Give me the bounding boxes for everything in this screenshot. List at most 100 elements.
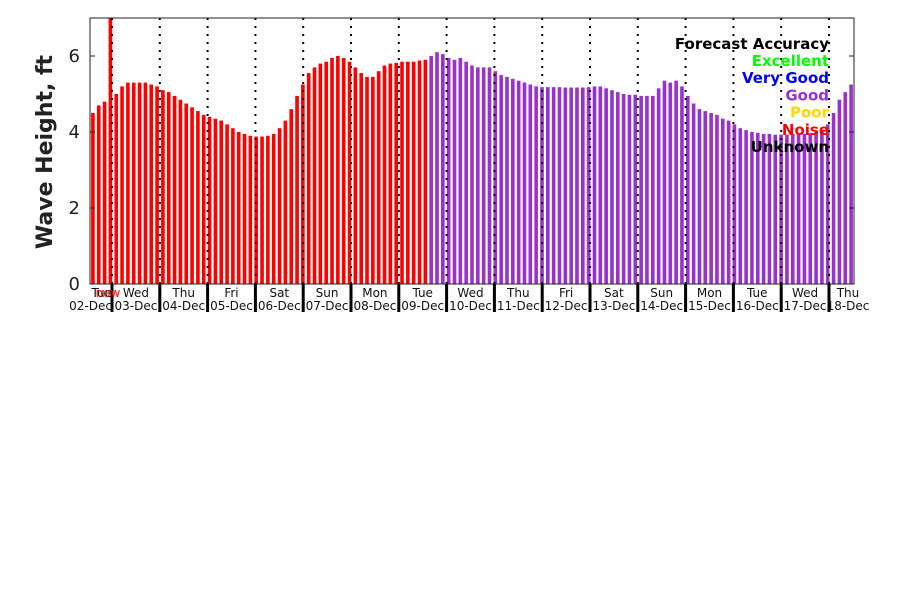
wave-bar — [802, 133, 807, 284]
wave-bar — [592, 86, 597, 285]
wave-bar — [697, 109, 702, 284]
wave-bar — [744, 130, 748, 284]
wave-bar — [301, 84, 305, 284]
wave-bar — [260, 136, 264, 284]
wave-bar — [761, 133, 766, 284]
wave-bar — [225, 124, 229, 285]
legend-title: Forecast Accuracy — [675, 35, 829, 53]
wave-bar — [312, 67, 317, 285]
wave-bar — [324, 61, 329, 285]
wave-bar — [662, 80, 667, 284]
wave-bar — [423, 59, 428, 284]
wave-bar — [155, 86, 159, 285]
x-date-label: 02-Dec — [69, 299, 112, 313]
wave-bar — [318, 63, 323, 284]
wave-bar — [621, 94, 626, 284]
wave-bar — [435, 52, 439, 285]
wave-bar — [143, 82, 148, 284]
wave-bar — [131, 82, 136, 284]
y-axis: 0 2 4 6 — [69, 46, 854, 295]
x-date-label: 18-Dec — [827, 299, 870, 313]
wave-bar — [615, 92, 620, 284]
wave-bar — [831, 113, 836, 284]
wave-bar — [773, 134, 778, 284]
wave-bar — [102, 101, 107, 284]
wave-bar — [645, 95, 649, 285]
x-date-label: 12-Dec — [545, 299, 588, 313]
wave-bar — [452, 59, 457, 284]
x-day-label: Fri — [224, 286, 238, 300]
wave-bar — [347, 61, 352, 285]
y-tick-label: 0 — [69, 274, 80, 295]
wave-bar — [236, 132, 241, 284]
wave-bar — [814, 132, 818, 284]
wave-bar — [336, 56, 340, 284]
wave-bar — [703, 111, 708, 284]
wave-bar — [656, 88, 661, 284]
wave-bar — [161, 90, 165, 284]
x-date-label: 13-Dec — [592, 299, 635, 313]
wave-bar — [306, 73, 311, 284]
wave-bar — [522, 82, 527, 284]
wave-bar — [796, 133, 801, 284]
legend-entry: Excellent — [752, 52, 829, 70]
x-date-label: 04-Dec — [162, 299, 205, 313]
wave-bar — [499, 75, 503, 284]
wave-bar — [207, 116, 212, 284]
wave-bar — [277, 128, 282, 284]
wave-bar — [353, 67, 358, 285]
wave-bar — [668, 82, 673, 284]
bars-group — [91, 18, 853, 285]
wave-bar — [551, 87, 556, 284]
legend-entry: Very Good — [742, 69, 829, 87]
wave-bar — [820, 130, 824, 284]
x-date-label: 17-Dec — [784, 299, 827, 313]
wave-bar — [283, 120, 288, 284]
x-date-label: 05-Dec — [210, 299, 253, 313]
x-day-label: Wed — [792, 286, 818, 300]
wave-bar — [534, 86, 538, 285]
x-date-label: 09-Dec — [401, 299, 444, 313]
x-day-label: Wed — [123, 286, 149, 300]
wave-bar — [685, 95, 690, 285]
wave-bar — [242, 133, 247, 284]
wave-bar — [557, 87, 562, 284]
wave-bar — [376, 71, 381, 284]
wave-bar — [458, 57, 463, 285]
wave-bar — [120, 86, 124, 285]
wave-bar — [610, 90, 614, 284]
wave-bar — [371, 76, 375, 285]
wave-bar — [790, 133, 795, 284]
wave-bar — [231, 128, 235, 284]
x-axis-day-labels: Tue02-DecWed03-DecThu04-DecFri05-DecSat0… — [69, 284, 869, 313]
legend-entry: Unknown — [751, 138, 829, 156]
x-date-label: 14-Dec — [640, 299, 683, 313]
wave-bar — [464, 61, 468, 285]
wave-bar — [691, 103, 696, 284]
wave-bar — [843, 92, 848, 284]
wave-bar — [406, 61, 410, 285]
x-day-label: Sat — [604, 286, 624, 300]
y-tick-label: 4 — [69, 122, 80, 143]
wave-bar — [680, 86, 684, 285]
wave-bar — [382, 65, 387, 284]
wave-bar — [732, 124, 737, 285]
x-day-label: Tue — [746, 286, 768, 300]
wave-bar — [289, 109, 294, 284]
wave-bar — [190, 107, 194, 284]
wave-bar — [330, 57, 334, 285]
wave-bar — [546, 87, 550, 284]
wave-bar — [575, 87, 579, 284]
wave-bar — [505, 76, 509, 285]
wave-bar — [808, 133, 813, 284]
wave-bar — [516, 80, 521, 284]
legend-entry: Poor — [790, 104, 830, 122]
wave-bar — [715, 114, 719, 285]
wave-bar — [767, 133, 772, 284]
x-day-label: Thu — [836, 286, 860, 300]
legend-entry: Noise — [782, 121, 829, 139]
wave-bar — [91, 113, 95, 284]
wave-bar — [779, 134, 783, 284]
